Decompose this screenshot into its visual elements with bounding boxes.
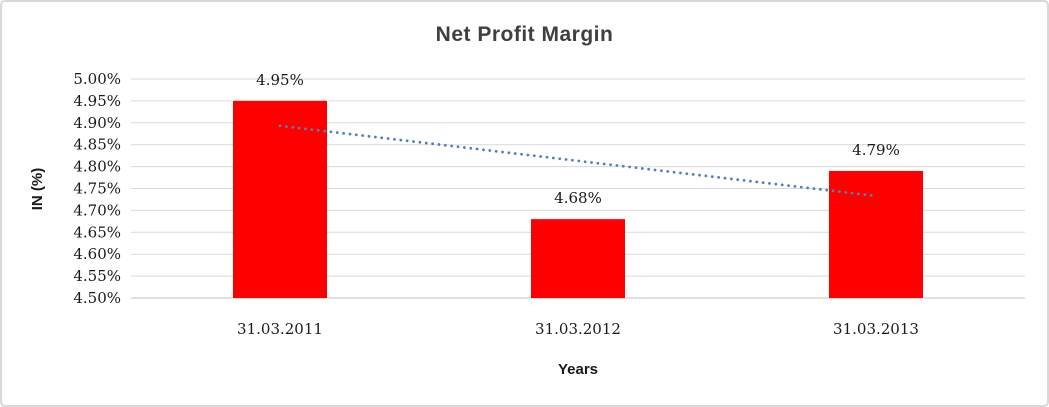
bar [233, 100, 327, 299]
bar [531, 219, 625, 298]
y-tick-label: 5.00% [73, 70, 121, 88]
trendline-group [278, 124, 878, 198]
x-axis-tick-labels: 31.03.2011 31.03.2012 31.03.2013 [237, 320, 919, 338]
trendline [278, 124, 878, 198]
x-tick-label: 31.03.2011 [237, 320, 323, 338]
y-tick-label: 4.85% [73, 136, 121, 154]
y-tick-label: 4.75% [73, 180, 121, 198]
bar [829, 170, 923, 298]
x-tick-label: 31.03.2012 [535, 320, 621, 338]
data-label: 4.79% [852, 141, 900, 159]
y-axis-title: IN (%) [29, 168, 46, 211]
y-tick-label: 4.55% [73, 267, 121, 285]
x-axis-title: Years [558, 361, 598, 378]
y-tick-label: 4.70% [73, 201, 121, 219]
y-tick-label: 4.60% [73, 245, 121, 263]
y-tick-label: 4.50% [73, 289, 121, 307]
x-tick-label: 31.03.2013 [833, 320, 919, 338]
bar-series [233, 100, 923, 299]
chart-title: Net Profit Margin [435, 23, 614, 46]
data-label: 4.68% [554, 189, 602, 207]
data-labels: 4.95% 4.68% 4.79% [256, 71, 900, 207]
y-tick-label: 4.80% [73, 158, 121, 176]
y-tick-label: 4.90% [73, 114, 121, 132]
y-axis-tick-labels: 5.00% 4.95% 4.90% 4.85% 4.80% 4.75% 4.70% 4.65%… [73, 70, 121, 307]
data-label: 4.95% [256, 71, 304, 89]
y-tick-label: 4.65% [73, 223, 121, 241]
y-tick-label: 4.95% [73, 92, 121, 110]
